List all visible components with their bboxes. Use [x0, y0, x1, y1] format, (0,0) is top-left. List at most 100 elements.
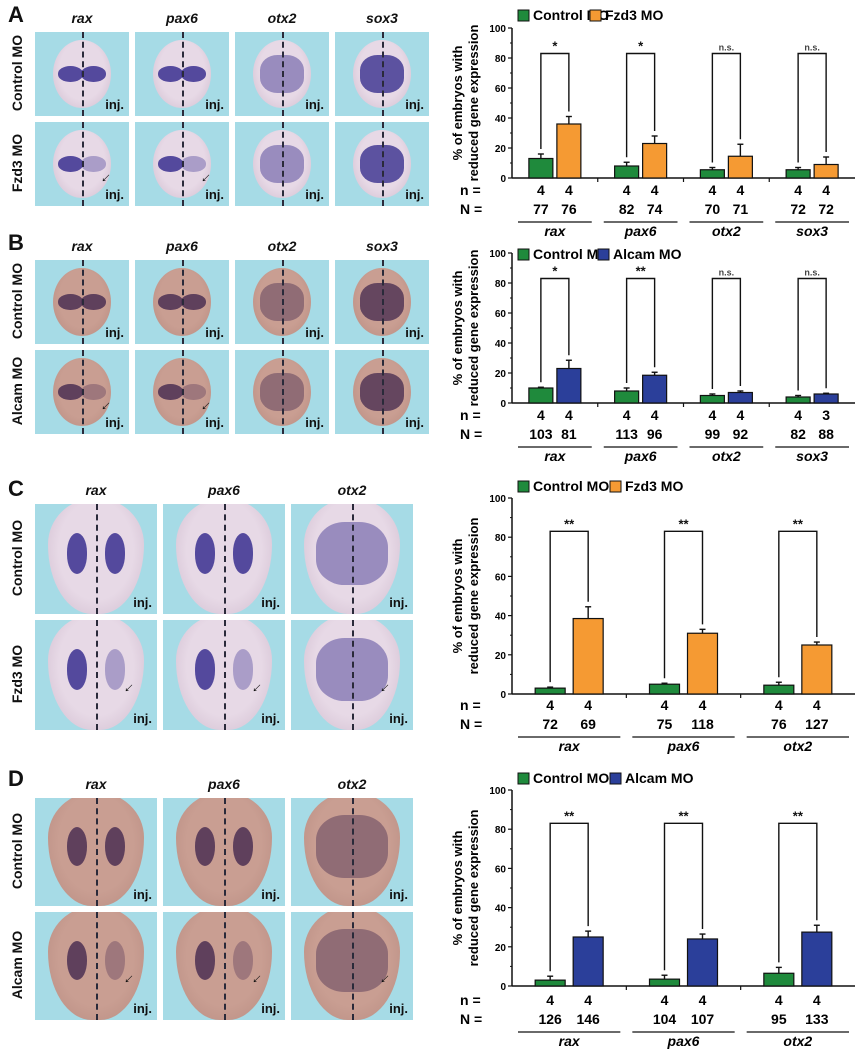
- midline-dashed-line: [182, 122, 184, 206]
- N-value: 126: [538, 1011, 562, 1027]
- embryo-body: [252, 129, 312, 199]
- column-label-pax6: pax6: [208, 482, 240, 498]
- N-value: 103: [529, 426, 553, 442]
- n-value: 4: [813, 992, 821, 1008]
- N-value: 70: [705, 201, 721, 217]
- N-value: 146: [576, 1011, 600, 1027]
- category-label-pax6: pax6: [624, 223, 657, 239]
- stain-region: [360, 373, 404, 411]
- bar-rax-control-mo: [534, 979, 566, 987]
- n-value: 4: [708, 407, 716, 423]
- legend-label-fzd3-mo: Fzd3 MO: [625, 478, 683, 494]
- N-value: 71: [733, 201, 749, 217]
- bar-otx2-control-mo: [699, 394, 725, 404]
- category-label-sox3: sox3: [796, 223, 828, 239]
- embryo-image-rax-control: inj.: [35, 260, 129, 344]
- row-label-alcam-mo: Alcam MO: [9, 356, 25, 426]
- N-value: 76: [771, 716, 787, 732]
- injected-side-label: inj.: [105, 325, 124, 340]
- embryo-body: [304, 798, 400, 906]
- stain-region: [181, 156, 206, 172]
- column-label-rax: rax: [71, 10, 93, 26]
- bar-pax6-alcam-mo: [642, 374, 668, 404]
- row-label-control-mo: Control MO: [9, 34, 25, 112]
- n-value: 4: [651, 407, 659, 423]
- row-label-fzd3-mo: Fzd3 MO: [9, 133, 25, 193]
- column-label-rax: rax: [85, 776, 107, 792]
- category-label-pax6: pax6: [624, 448, 657, 464]
- y-tick-label: 80: [495, 279, 507, 290]
- injected-side-label: inj.: [305, 415, 324, 430]
- embryo-image-sox3-morphant: inj.: [335, 122, 429, 206]
- bar-rax-control-mo: [534, 687, 566, 695]
- column-label-otx2: otx2: [267, 10, 297, 26]
- N-value: 82: [790, 426, 806, 442]
- N-value: 72: [542, 716, 558, 732]
- stain-region: [104, 533, 126, 574]
- n-value: 4: [736, 182, 744, 198]
- embryo-image-pax6-control: inj.: [135, 260, 229, 344]
- n-value: 3: [822, 407, 830, 423]
- embryo-image-pax6-morphant: inj. ←: [135, 350, 229, 434]
- significance-label: *: [552, 264, 558, 279]
- bar-sox3-control-mo: [785, 169, 811, 179]
- stain-region: [58, 384, 83, 400]
- n-value: 4: [699, 992, 707, 1008]
- injected-side-label: inj.: [205, 97, 224, 112]
- embryo-image-otx2-morphant: inj.: [235, 122, 329, 206]
- embryo-image-rax-control: inj.: [35, 504, 157, 614]
- N-row-label: N =: [460, 426, 482, 442]
- embryo-image-otx2-control: inj.: [291, 504, 413, 614]
- N-value: 92: [733, 426, 749, 442]
- n-value: 4: [537, 407, 545, 423]
- N-value: 118: [691, 716, 714, 732]
- category-label-rax: rax: [559, 738, 581, 754]
- stain-region: [81, 156, 106, 172]
- n-value: 4: [794, 182, 802, 198]
- N-value: 75: [657, 716, 673, 732]
- bar-rax-alcam-mo: [572, 936, 604, 987]
- legend-swatch-control-mo: [517, 772, 530, 785]
- n-value: 4: [822, 182, 830, 198]
- n-value: 4: [565, 182, 573, 198]
- N-row-label: N =: [460, 716, 482, 732]
- bar-pax6-control-mo: [614, 390, 640, 404]
- legend-label-control-mo: Control MO: [533, 478, 609, 494]
- column-label-sox3: sox3: [366, 238, 398, 254]
- n-value: 4: [661, 992, 669, 1008]
- n-value: 4: [775, 992, 783, 1008]
- n-value: 4: [546, 992, 554, 1008]
- bar-pax6-alcam-mo: [686, 938, 719, 987]
- embryo-body: [176, 798, 272, 906]
- row-label-control-mo: Control MO: [9, 519, 25, 597]
- significance-bracket: [549, 822, 589, 972]
- stain-region: [158, 66, 183, 82]
- injected-side-label: inj.: [389, 1001, 408, 1016]
- significance-bracket: [778, 822, 818, 963]
- row-label-control-mo: Control MO: [9, 812, 25, 890]
- embryo-image-otx2-morphant: inj. ←: [291, 912, 413, 1020]
- y-tick-label: 0: [500, 174, 506, 185]
- injected-side-label: inj.: [305, 187, 324, 202]
- bar-rax-control-mo: [528, 157, 554, 179]
- y-axis-label-line-2: reduced gene expression: [466, 25, 481, 182]
- embryo-body: [48, 912, 144, 1020]
- n-value: 4: [651, 182, 659, 198]
- n-value: 4: [537, 182, 545, 198]
- y-tick-label: 40: [495, 904, 507, 915]
- embryo-image-rax-morphant: inj. ←: [35, 620, 157, 730]
- embryo-image-otx2-morphant: inj. ←: [291, 620, 413, 730]
- significance-bracket: [663, 530, 704, 679]
- midline-dashed-line: [182, 32, 184, 116]
- stain-region: [194, 940, 216, 981]
- significance-bracket: [711, 52, 742, 163]
- bar-otx2-fzd3-mo: [801, 644, 833, 695]
- embryo-image-sox3-control: inj.: [335, 32, 429, 116]
- category-label-rax: rax: [544, 448, 566, 464]
- bar-rax-control-mo: [528, 387, 554, 404]
- stain-region: [181, 384, 206, 400]
- stain-region: [158, 156, 183, 172]
- bar-sox3-fzd3-mo: [813, 163, 839, 179]
- y-tick-label: 100: [489, 249, 506, 260]
- midline-dashed-line: [282, 260, 284, 344]
